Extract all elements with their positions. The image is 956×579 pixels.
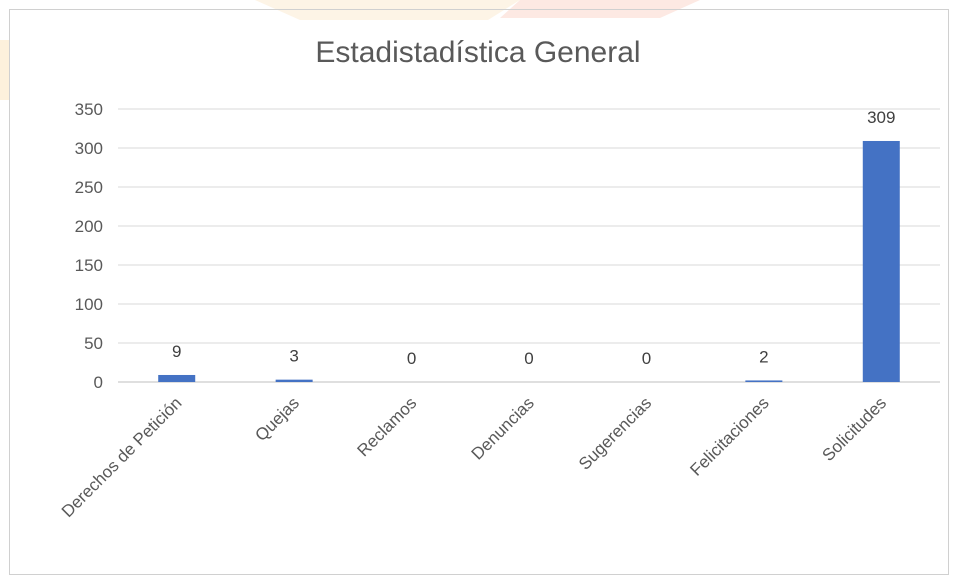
data-label: 2 [759,347,768,366]
y-tick-label: 100 [75,295,103,314]
y-tick-label: 200 [75,217,103,236]
data-label: 309 [867,108,895,127]
x-tick-label: Felicitaciones [686,393,772,479]
y-tick-label: 300 [75,139,103,158]
y-tick-label: 250 [75,178,103,197]
data-label: 0 [642,349,651,368]
x-tick-label: Solicitudes [819,393,891,465]
x-tick-label: Reclamos [354,393,421,460]
bar [862,140,900,382]
y-tick-label: 0 [94,373,103,392]
x-tick-label: Sugerencias [575,393,655,473]
x-tick-label: Derechos de Petición [58,393,186,521]
bar [745,380,783,382]
bar [158,374,196,382]
data-label: 9 [172,342,181,361]
chart-frame [9,9,949,575]
y-tick-label: 50 [84,334,103,353]
chart-title: Estadistadística General [315,36,641,69]
data-label: 3 [289,347,298,366]
x-tick-label: Denuncias [468,393,538,463]
data-label: 0 [407,349,416,368]
y-tick-label: 150 [75,256,103,275]
data-label: 0 [524,349,533,368]
y-tick-label: 350 [75,100,103,119]
bar [275,379,313,382]
x-tick-label: Quejas [251,393,303,445]
